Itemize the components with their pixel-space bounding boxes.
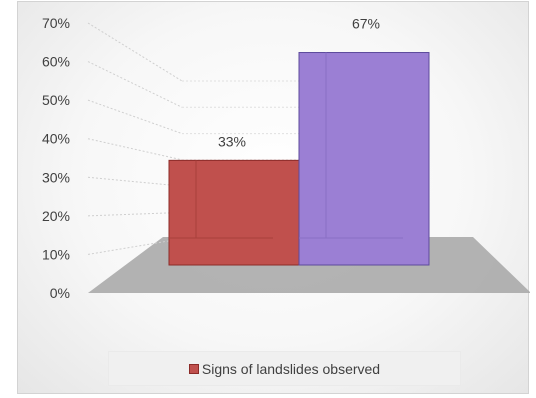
gridline [87,99,183,135]
gridline [87,176,183,187]
gridline [87,138,183,161]
y-tick-label: 10% [42,246,70,262]
gridline [87,211,183,217]
y-tick-label: 20% [42,208,70,224]
legend-label: Signs of landslides observed [201,360,381,377]
y-tick-label: 70% [42,15,70,31]
data-label: 33% [218,133,246,149]
chart-area: 0% 10% 20% 30% 40% 50% 60% 70% 33% 67% Signs of l… [17,1,530,394]
gridline [87,61,183,108]
legend-swatch [188,363,199,374]
bar-chart: 0% 10% 20% 30% 40% 50% 60% 70% 33% 67% [42,15,530,301]
data-label: 67% [352,16,380,32]
legend: Signs of landslides observed [108,351,461,386]
bar-1 [168,159,300,266]
y-tick-label: 30% [42,169,70,185]
gridline [87,22,183,82]
y-tick-label: 0% [50,285,70,301]
bar-2 [298,52,430,266]
y-tick-label: 50% [42,92,70,108]
y-tick-label: 40% [42,131,70,147]
y-tick-label: 60% [42,54,70,70]
